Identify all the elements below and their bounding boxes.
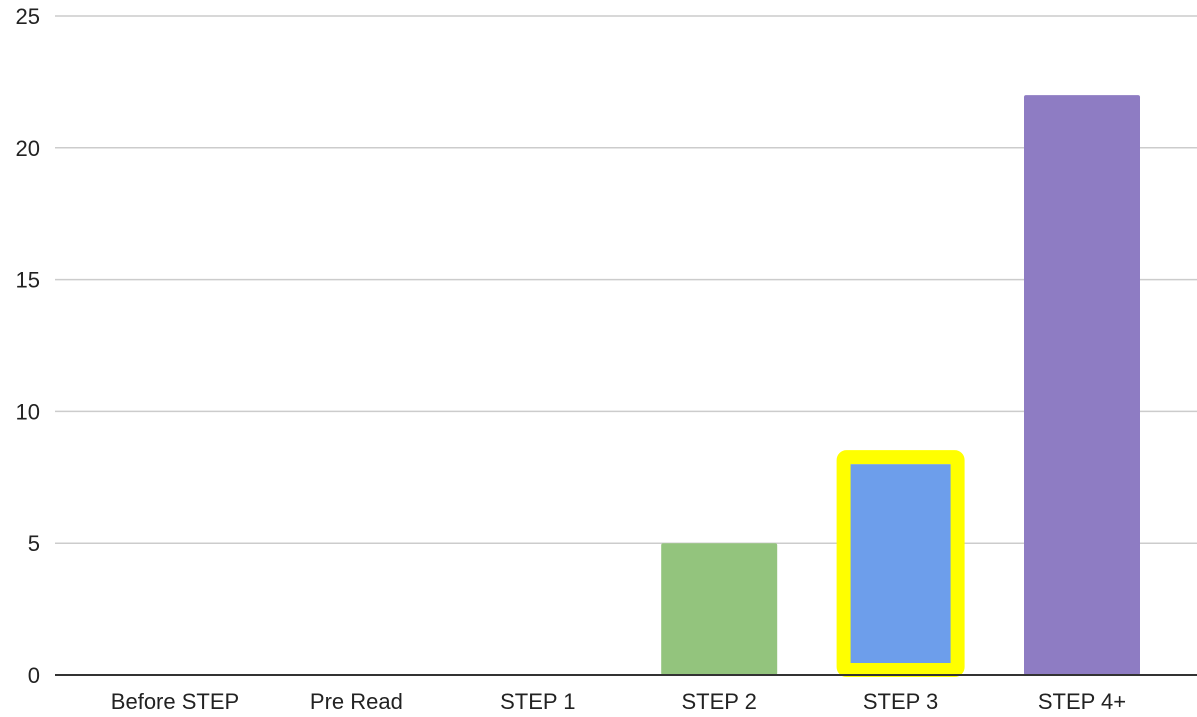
- y-tick-label: 0: [28, 663, 40, 688]
- y-tick-label: 25: [16, 4, 40, 29]
- bar-step-3: [842, 464, 959, 675]
- x-category-label: STEP 2: [681, 689, 756, 714]
- x-category-label: STEP 3: [863, 689, 938, 714]
- x-category-label: Before STEP: [111, 689, 239, 714]
- gridlines: [55, 15, 1197, 544]
- y-axis-tick-labels: 0 5 10 15 20 25: [16, 4, 40, 688]
- x-category-label: STEP 1: [500, 689, 575, 714]
- bar-step-2: [661, 543, 778, 675]
- x-axis-category-labels: Before STEP Pre Read STEP 1 STEP 2 STEP 3 STE…: [111, 689, 1126, 714]
- bar-step-4: [1024, 95, 1140, 675]
- x-category-label: Pre Read: [310, 689, 403, 714]
- x-category-label: STEP 4+: [1038, 689, 1126, 714]
- highlight-outline: [836, 450, 965, 677]
- y-tick-label: 5: [28, 531, 40, 556]
- y-tick-label: 10: [16, 399, 40, 424]
- bars: [661, 95, 1140, 677]
- y-tick-label: 20: [16, 136, 40, 161]
- y-tick-label: 15: [16, 268, 40, 293]
